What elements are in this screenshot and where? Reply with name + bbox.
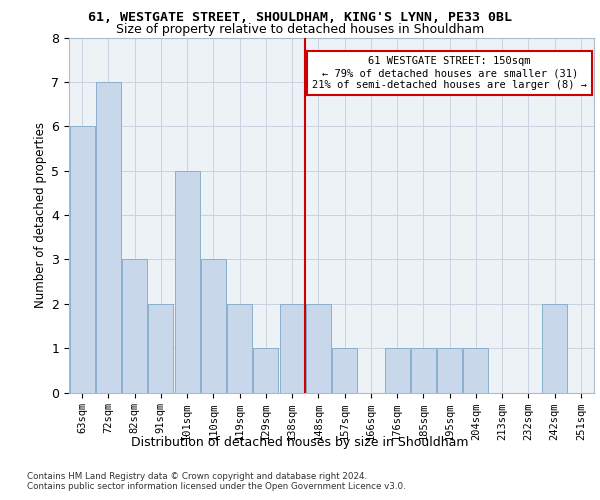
Bar	[227, 304, 252, 392]
Bar	[280, 304, 305, 392]
Text: 61, WESTGATE STREET, SHOULDHAM, KING'S LYNN, PE33 0BL: 61, WESTGATE STREET, SHOULDHAM, KING'S L…	[88, 11, 512, 24]
Bar	[175, 170, 200, 392]
Bar	[385, 348, 410, 393]
Text: Distribution of detached houses by size in Shouldham: Distribution of detached houses by size …	[131, 436, 469, 449]
Text: Size of property relative to detached houses in Shouldham: Size of property relative to detached ho…	[116, 22, 484, 36]
Bar	[411, 348, 436, 393]
Bar	[70, 126, 95, 392]
Bar	[437, 348, 462, 393]
Bar	[122, 260, 147, 392]
Bar	[542, 304, 567, 392]
Text: Contains public sector information licensed under the Open Government Licence v3: Contains public sector information licen…	[27, 482, 406, 491]
Bar	[253, 348, 278, 393]
Bar	[463, 348, 488, 393]
Bar	[332, 348, 357, 393]
Text: 61 WESTGATE STREET: 150sqm
← 79% of detached houses are smaller (31)
21% of semi: 61 WESTGATE STREET: 150sqm ← 79% of deta…	[312, 56, 587, 90]
Bar	[96, 82, 121, 392]
Y-axis label: Number of detached properties: Number of detached properties	[34, 122, 47, 308]
Bar	[148, 304, 173, 392]
Bar	[201, 260, 226, 392]
Text: Contains HM Land Registry data © Crown copyright and database right 2024.: Contains HM Land Registry data © Crown c…	[27, 472, 367, 481]
Bar	[306, 304, 331, 392]
